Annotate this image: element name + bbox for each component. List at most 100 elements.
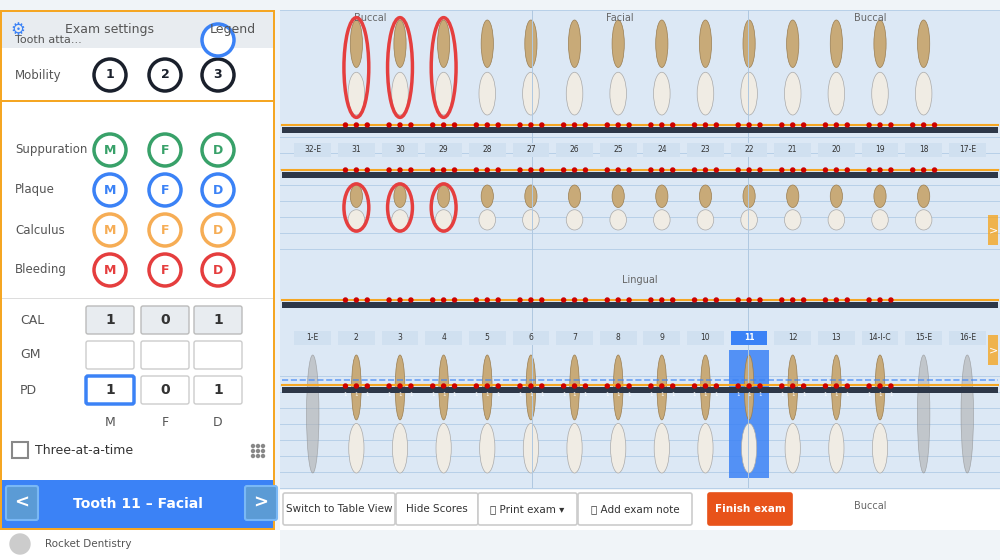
Circle shape (703, 384, 707, 388)
Ellipse shape (435, 72, 452, 115)
Circle shape (529, 168, 533, 172)
Text: 3: 3 (214, 68, 222, 82)
FancyBboxPatch shape (478, 493, 577, 525)
Text: 16-E: 16-E (959, 334, 976, 343)
Bar (774, 331, 811, 345)
Bar (731, 143, 767, 157)
Circle shape (693, 384, 697, 388)
Text: 27: 27 (526, 146, 536, 155)
Circle shape (262, 455, 264, 458)
Circle shape (867, 168, 871, 172)
Ellipse shape (479, 210, 496, 230)
Ellipse shape (348, 72, 365, 115)
Text: Three-at-a-time: Three-at-a-time (35, 444, 133, 456)
Ellipse shape (918, 185, 930, 208)
Text: M: M (104, 184, 116, 197)
Ellipse shape (787, 185, 799, 208)
Circle shape (262, 450, 264, 452)
Text: 1: 1 (791, 393, 794, 398)
Bar (862, 331, 898, 345)
Text: 1: 1 (518, 393, 522, 398)
Text: 6: 6 (528, 334, 533, 343)
Circle shape (453, 384, 457, 388)
Circle shape (496, 298, 500, 302)
Ellipse shape (697, 210, 714, 230)
Ellipse shape (523, 72, 539, 115)
Bar (513, 331, 549, 345)
Bar (2, 298, 273, 299)
Text: 1: 1 (453, 393, 456, 398)
Text: Tooth atta...: Tooth atta... (15, 35, 82, 45)
Circle shape (354, 298, 358, 302)
FancyBboxPatch shape (283, 493, 395, 525)
Circle shape (474, 298, 478, 302)
Bar (0, 10, 275, 530)
Text: M: M (104, 143, 116, 156)
Bar (905, 143, 942, 157)
Circle shape (605, 384, 609, 388)
Text: 1-E: 1-E (307, 334, 319, 343)
Text: 1: 1 (573, 393, 576, 398)
FancyBboxPatch shape (86, 376, 134, 404)
Circle shape (660, 298, 664, 302)
Circle shape (202, 134, 234, 166)
Circle shape (671, 123, 675, 127)
Bar (643, 331, 680, 345)
Circle shape (398, 384, 402, 388)
Ellipse shape (875, 355, 885, 420)
Circle shape (485, 384, 489, 388)
Circle shape (583, 168, 587, 172)
Circle shape (693, 298, 697, 302)
Circle shape (605, 298, 609, 302)
Circle shape (627, 123, 631, 127)
Circle shape (845, 168, 849, 172)
Circle shape (878, 168, 882, 172)
Circle shape (823, 168, 827, 172)
Circle shape (540, 298, 544, 302)
Text: Buccal: Buccal (354, 501, 386, 511)
FancyBboxPatch shape (194, 306, 242, 334)
Bar (949, 331, 986, 345)
Ellipse shape (481, 20, 493, 68)
Text: 15-E: 15-E (915, 334, 932, 343)
Text: F: F (161, 416, 169, 428)
Text: Switch to Table View: Switch to Table View (286, 504, 392, 514)
Text: F: F (161, 264, 169, 277)
Circle shape (911, 168, 915, 172)
Text: Buccal: Buccal (854, 501, 886, 511)
Circle shape (540, 123, 544, 127)
Bar (12, 442, 28, 458)
Text: D: D (213, 223, 223, 236)
Circle shape (387, 168, 391, 172)
Circle shape (802, 123, 806, 127)
Text: 1: 1 (387, 393, 391, 398)
Circle shape (496, 123, 500, 127)
Circle shape (518, 123, 522, 127)
Ellipse shape (567, 423, 582, 473)
Ellipse shape (435, 210, 452, 230)
Text: 🗒 Add exam note: 🗒 Add exam note (591, 504, 679, 514)
Circle shape (714, 123, 718, 127)
FancyBboxPatch shape (245, 486, 277, 520)
Ellipse shape (741, 72, 757, 115)
Bar (818, 143, 855, 157)
Circle shape (834, 384, 838, 388)
Bar (338, 331, 375, 345)
Circle shape (474, 123, 478, 127)
Ellipse shape (872, 210, 888, 230)
Bar (294, 143, 331, 157)
Circle shape (703, 123, 707, 127)
Bar (600, 143, 637, 157)
Ellipse shape (961, 355, 974, 473)
Circle shape (387, 298, 391, 302)
Text: 28: 28 (483, 146, 492, 155)
Circle shape (758, 298, 762, 302)
Text: Bleeding: Bleeding (15, 264, 67, 277)
Ellipse shape (438, 185, 450, 208)
Text: Rocket Dentistry: Rocket Dentistry (45, 539, 132, 549)
Circle shape (256, 455, 260, 458)
Text: 1: 1 (660, 393, 664, 398)
Circle shape (202, 254, 234, 286)
Text: PD: PD (20, 384, 37, 396)
Text: 10: 10 (701, 334, 710, 343)
